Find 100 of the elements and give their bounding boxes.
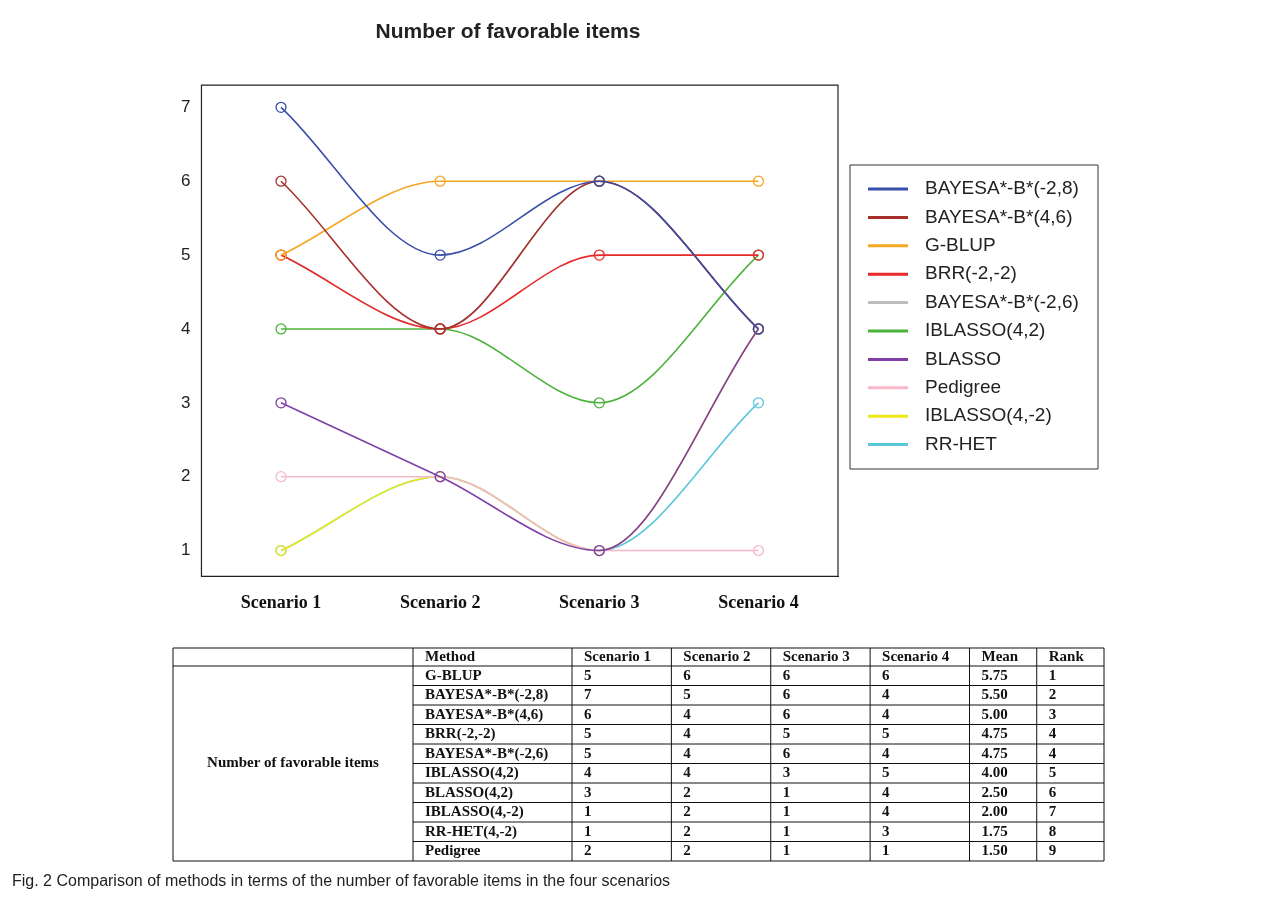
data-label: 2.00 xyxy=(981,803,1008,820)
y-tick-label: IBLASSO(4,-2) xyxy=(425,803,524,821)
data-label: 2 xyxy=(1048,686,1057,703)
data-label: 6 xyxy=(683,666,692,683)
y-tick-label: BAYESA*-B*(4,6) xyxy=(425,705,544,723)
x-tick-label: Rank xyxy=(1048,647,1085,664)
y-tick-label: 3 xyxy=(180,392,191,412)
x-tick-label: Scenario 2 xyxy=(683,647,751,664)
caption: Fig. 2 Comparison of methods in terms of the number of favorable items in the four scenarios xyxy=(12,872,671,890)
data-label: 2 xyxy=(584,842,592,859)
legend-label: BAYESA*-B*(-2,6) xyxy=(925,290,1079,312)
x-tick-label: Mean xyxy=(981,647,1019,664)
data-label: 5 xyxy=(584,744,592,761)
data-label: 6 xyxy=(1048,783,1057,800)
legend-label: BAYESA*-B*(-2,8) xyxy=(925,177,1079,199)
data-label: 6 xyxy=(782,666,791,683)
legend-label: RR-HET xyxy=(925,432,998,454)
legend-label: BLASSO xyxy=(925,347,1002,369)
x-tick-label: Scenario 1 xyxy=(240,591,322,612)
data-label: 6 xyxy=(584,705,592,722)
y-axis-title: Number of favorable items xyxy=(207,754,380,771)
x-tick-label: Scenario 3 xyxy=(782,647,850,664)
data-label: 7 xyxy=(584,686,592,703)
data-label: 4 xyxy=(882,744,891,761)
data-label: 5.50 xyxy=(981,686,1008,703)
data-label: 1 xyxy=(782,822,791,839)
legend-label: BRR(-2,-2) xyxy=(925,262,1017,284)
x-tick-label: Scenario 1 xyxy=(584,647,652,664)
y-tick-label: BAYESA*-B*(-2,6) xyxy=(425,744,549,762)
x-tick-label: Scenario 3 xyxy=(559,591,640,612)
data-label: 9 xyxy=(1048,842,1057,859)
y-tick-label: 1 xyxy=(180,540,191,560)
data-label: 6 xyxy=(782,686,791,703)
data-label: 4.75 xyxy=(981,725,1008,742)
data-label: 1 xyxy=(584,822,592,839)
data-label: 5.00 xyxy=(981,705,1008,722)
data-label: 4 xyxy=(1048,744,1057,761)
data-label: 1 xyxy=(1048,666,1057,683)
data-label: 5.75 xyxy=(981,666,1008,683)
data-label: 8 xyxy=(1048,822,1057,839)
data-label: 1 xyxy=(584,803,592,820)
data-label: 4.75 xyxy=(981,744,1008,761)
y-tick-label: 4 xyxy=(180,318,191,338)
x-tick-label: Scenario 4 xyxy=(718,591,799,612)
data-label: 1 xyxy=(782,783,791,800)
data-label: 4 xyxy=(882,783,891,800)
y-tick-label: RR-HET(4,-2) xyxy=(425,822,518,840)
data-label: 5 xyxy=(584,725,592,742)
data-label: 4.00 xyxy=(981,764,1008,781)
data-label: 4 xyxy=(683,764,692,781)
data-label: 5 xyxy=(882,725,890,742)
data-label: 4 xyxy=(584,764,592,781)
data-label: 1.50 xyxy=(981,842,1008,859)
data-label: 3 xyxy=(782,764,791,781)
data-label: 2 xyxy=(683,822,691,839)
legend-label: Pedigree xyxy=(925,376,1002,398)
data-label: 5 xyxy=(882,764,890,781)
text: Method xyxy=(425,647,476,664)
legend-label: G-BLUP xyxy=(925,234,996,256)
data-label: 1 xyxy=(782,842,791,859)
data-label: 5 xyxy=(683,686,691,703)
y-tick-label: 7 xyxy=(180,97,191,117)
data-label: 4 xyxy=(882,803,891,820)
data-label: 2 xyxy=(683,842,691,859)
data-label: 2.50 xyxy=(981,783,1008,800)
data-label: 6 xyxy=(882,666,891,683)
y-tick-label: BLASSO(4,2) xyxy=(425,783,513,801)
y-tick-label: 2 xyxy=(180,466,191,486)
data-label: 2 xyxy=(683,803,691,820)
data-label: 6 xyxy=(782,744,791,761)
data-label: 1.75 xyxy=(981,822,1008,839)
data-label: 3 xyxy=(1048,705,1057,722)
chart-title: Number of favorable items xyxy=(375,19,641,43)
data-label: 4 xyxy=(683,744,692,761)
data-label: 4 xyxy=(1048,725,1057,742)
y-tick-label: Pedigree xyxy=(425,842,481,859)
y-tick-label: 6 xyxy=(180,170,191,190)
data-label: 1 xyxy=(782,803,791,820)
data-label: 2 xyxy=(683,783,691,800)
data-label: 4 xyxy=(882,686,891,703)
data-label: 5 xyxy=(584,666,592,683)
y-tick-label: BRR(-2,-2) xyxy=(425,725,496,743)
data-label: 5 xyxy=(782,725,791,742)
y-tick-label: G-BLUP xyxy=(425,666,482,683)
data-label: 4 xyxy=(683,705,692,722)
legend-label: IBLASSO(4,2) xyxy=(925,319,1046,341)
legend-label: IBLASSO(4,-2) xyxy=(925,404,1052,426)
data-label: 7 xyxy=(1048,803,1057,820)
data-label: 1 xyxy=(882,842,890,859)
y-tick-label: BAYESA*-B*(-2,8) xyxy=(425,686,549,704)
data-label: 4 xyxy=(882,705,891,722)
y-tick-label: IBLASSO(4,2) xyxy=(425,764,519,782)
data-label: 4 xyxy=(683,725,692,742)
x-tick-label: Scenario 2 xyxy=(399,591,481,612)
x-tick-label: Scenario 4 xyxy=(882,647,950,664)
data-label: 5 xyxy=(1048,764,1057,781)
legend-label: BAYESA*-B*(4,6) xyxy=(925,205,1073,227)
y-tick-label: 5 xyxy=(180,244,191,264)
data-label: 3 xyxy=(882,822,890,839)
data-label: 6 xyxy=(782,705,791,722)
